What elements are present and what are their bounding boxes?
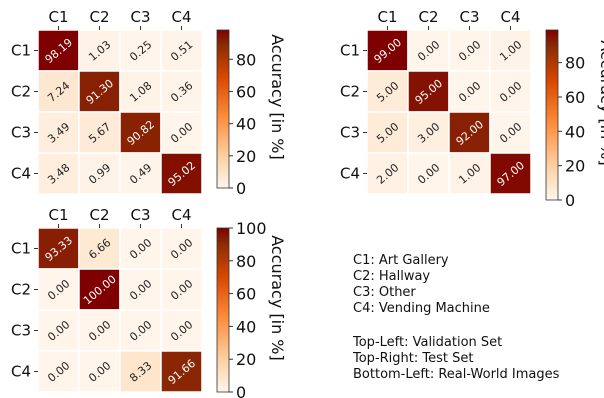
heatmap-cell (119, 152, 162, 195)
x-tick-label: C3 (130, 8, 150, 26)
heatmap-cell (78, 152, 121, 195)
x-tick-label: C4 (500, 8, 520, 26)
set-legend-validation: Top-Left: Validation Set (352, 335, 502, 350)
y-tick-label: C3 (11, 124, 31, 142)
y-tick-label: C2 (340, 83, 360, 101)
x-tick-label: C3 (459, 8, 479, 26)
heatmap-cell (119, 227, 162, 270)
colorbar-tick-label: 80 (565, 54, 585, 73)
heatmap-bottom-left: 93.33 6.66 0.00 0.000.00 100.00 0.00 0.000.00 0… (11, 206, 287, 398)
x-tick-label: C3 (130, 206, 150, 224)
colorbar-tick-label: 60 (236, 285, 256, 304)
heatmap-cell (160, 111, 203, 154)
x-tick-label: C1 (377, 8, 397, 26)
x-tick-label: C4 (171, 8, 191, 26)
y-tick-label: C1 (340, 42, 360, 60)
heatmap-cell (448, 111, 491, 154)
class-legend-c4: C4: Vending Machine (353, 301, 490, 316)
heatmap-cell (160, 268, 203, 311)
colorbar-tick-label: 40 (565, 122, 585, 141)
y-tick-label: C4 (11, 363, 31, 381)
y-tick-label: C3 (11, 322, 31, 340)
y-tick-label: C1 (11, 42, 31, 60)
x-tick-label: C1 (48, 206, 68, 224)
class-legend-c1: C1: Art Gallery (353, 253, 449, 268)
heatmap-cell (448, 152, 491, 195)
class-legend-c2: C2: Hallway (353, 269, 430, 284)
colorbar-tick-label: 40 (236, 115, 256, 134)
colorbar-tick-label: 0 (565, 191, 575, 210)
y-tick-label: C2 (11, 281, 31, 299)
colorbar (545, 29, 559, 201)
x-tick-label: C2 (89, 206, 109, 224)
heatmap-cell (160, 309, 203, 352)
colorbar (216, 29, 230, 189)
colorbar-tick-label: 100 (236, 219, 267, 238)
heatmap-cell (489, 111, 532, 154)
colorbar-tick-label: 20 (236, 350, 256, 369)
heatmap-cell (160, 350, 203, 393)
heatmap-top-left: 98.19 1.03 0.25 0.517.24 91.30 1.08 0.363.49 5.… (11, 8, 287, 198)
colorbar-tick-label: 80 (236, 252, 256, 271)
x-tick-label: C1 (48, 8, 68, 26)
y-tick-label: C1 (11, 240, 31, 258)
colorbar-tick-label: 20 (565, 157, 585, 176)
heatmap-cell (160, 227, 203, 270)
colorbar-label: Accuracy [in %] (268, 34, 287, 160)
colorbar-tick-label: 20 (236, 147, 256, 166)
colorbar-tick-label: 40 (236, 317, 256, 336)
colorbar-tick-label: 60 (565, 88, 585, 107)
y-tick-label: C4 (340, 165, 360, 183)
x-tick-label: C2 (89, 8, 109, 26)
heatmap-cell (407, 111, 450, 154)
colorbar-label: Accuracy [in %] (597, 40, 604, 166)
y-tick-label: C3 (340, 124, 360, 142)
heatmap-cell (160, 152, 203, 195)
heatmap-cell (37, 152, 80, 195)
heatmap-cell (407, 70, 450, 113)
legend-text: C1: Art Gallery C2: Hallway C3: Other C4… (352, 253, 560, 382)
colorbar-tick-label: 0 (236, 179, 246, 198)
x-tick-label: C2 (418, 8, 438, 26)
colorbar-tick-label: 60 (236, 82, 256, 101)
set-legend-real-world: Bottom-Left: Real-World Images (353, 367, 560, 382)
heatmap-cell (37, 111, 80, 154)
y-tick-label: C2 (11, 83, 31, 101)
colorbar (216, 227, 230, 393)
y-tick-label: C4 (11, 165, 31, 183)
set-legend-test: Top-Right: Test Set (352, 351, 473, 366)
heatmap-cell (78, 268, 121, 311)
colorbar-label: Accuracy [in %] (268, 235, 287, 361)
colorbar-tick-label: 80 (236, 50, 256, 69)
class-legend-c3: C3: Other (353, 285, 416, 300)
heatmap-cell (489, 152, 532, 195)
heatmap-top-right: 99.00 0.00 0.00 1.005.00 95.00 0.00 0.005.00 3.… (340, 8, 604, 210)
x-tick-label: C4 (171, 206, 191, 224)
heatmap-cell (78, 350, 121, 393)
heatmap-cell (366, 152, 409, 195)
heatmap-cell (366, 111, 409, 154)
heatmap-cell (407, 152, 450, 195)
colorbar-tick-label: 0 (236, 383, 246, 398)
heatmap-cell (37, 350, 80, 393)
